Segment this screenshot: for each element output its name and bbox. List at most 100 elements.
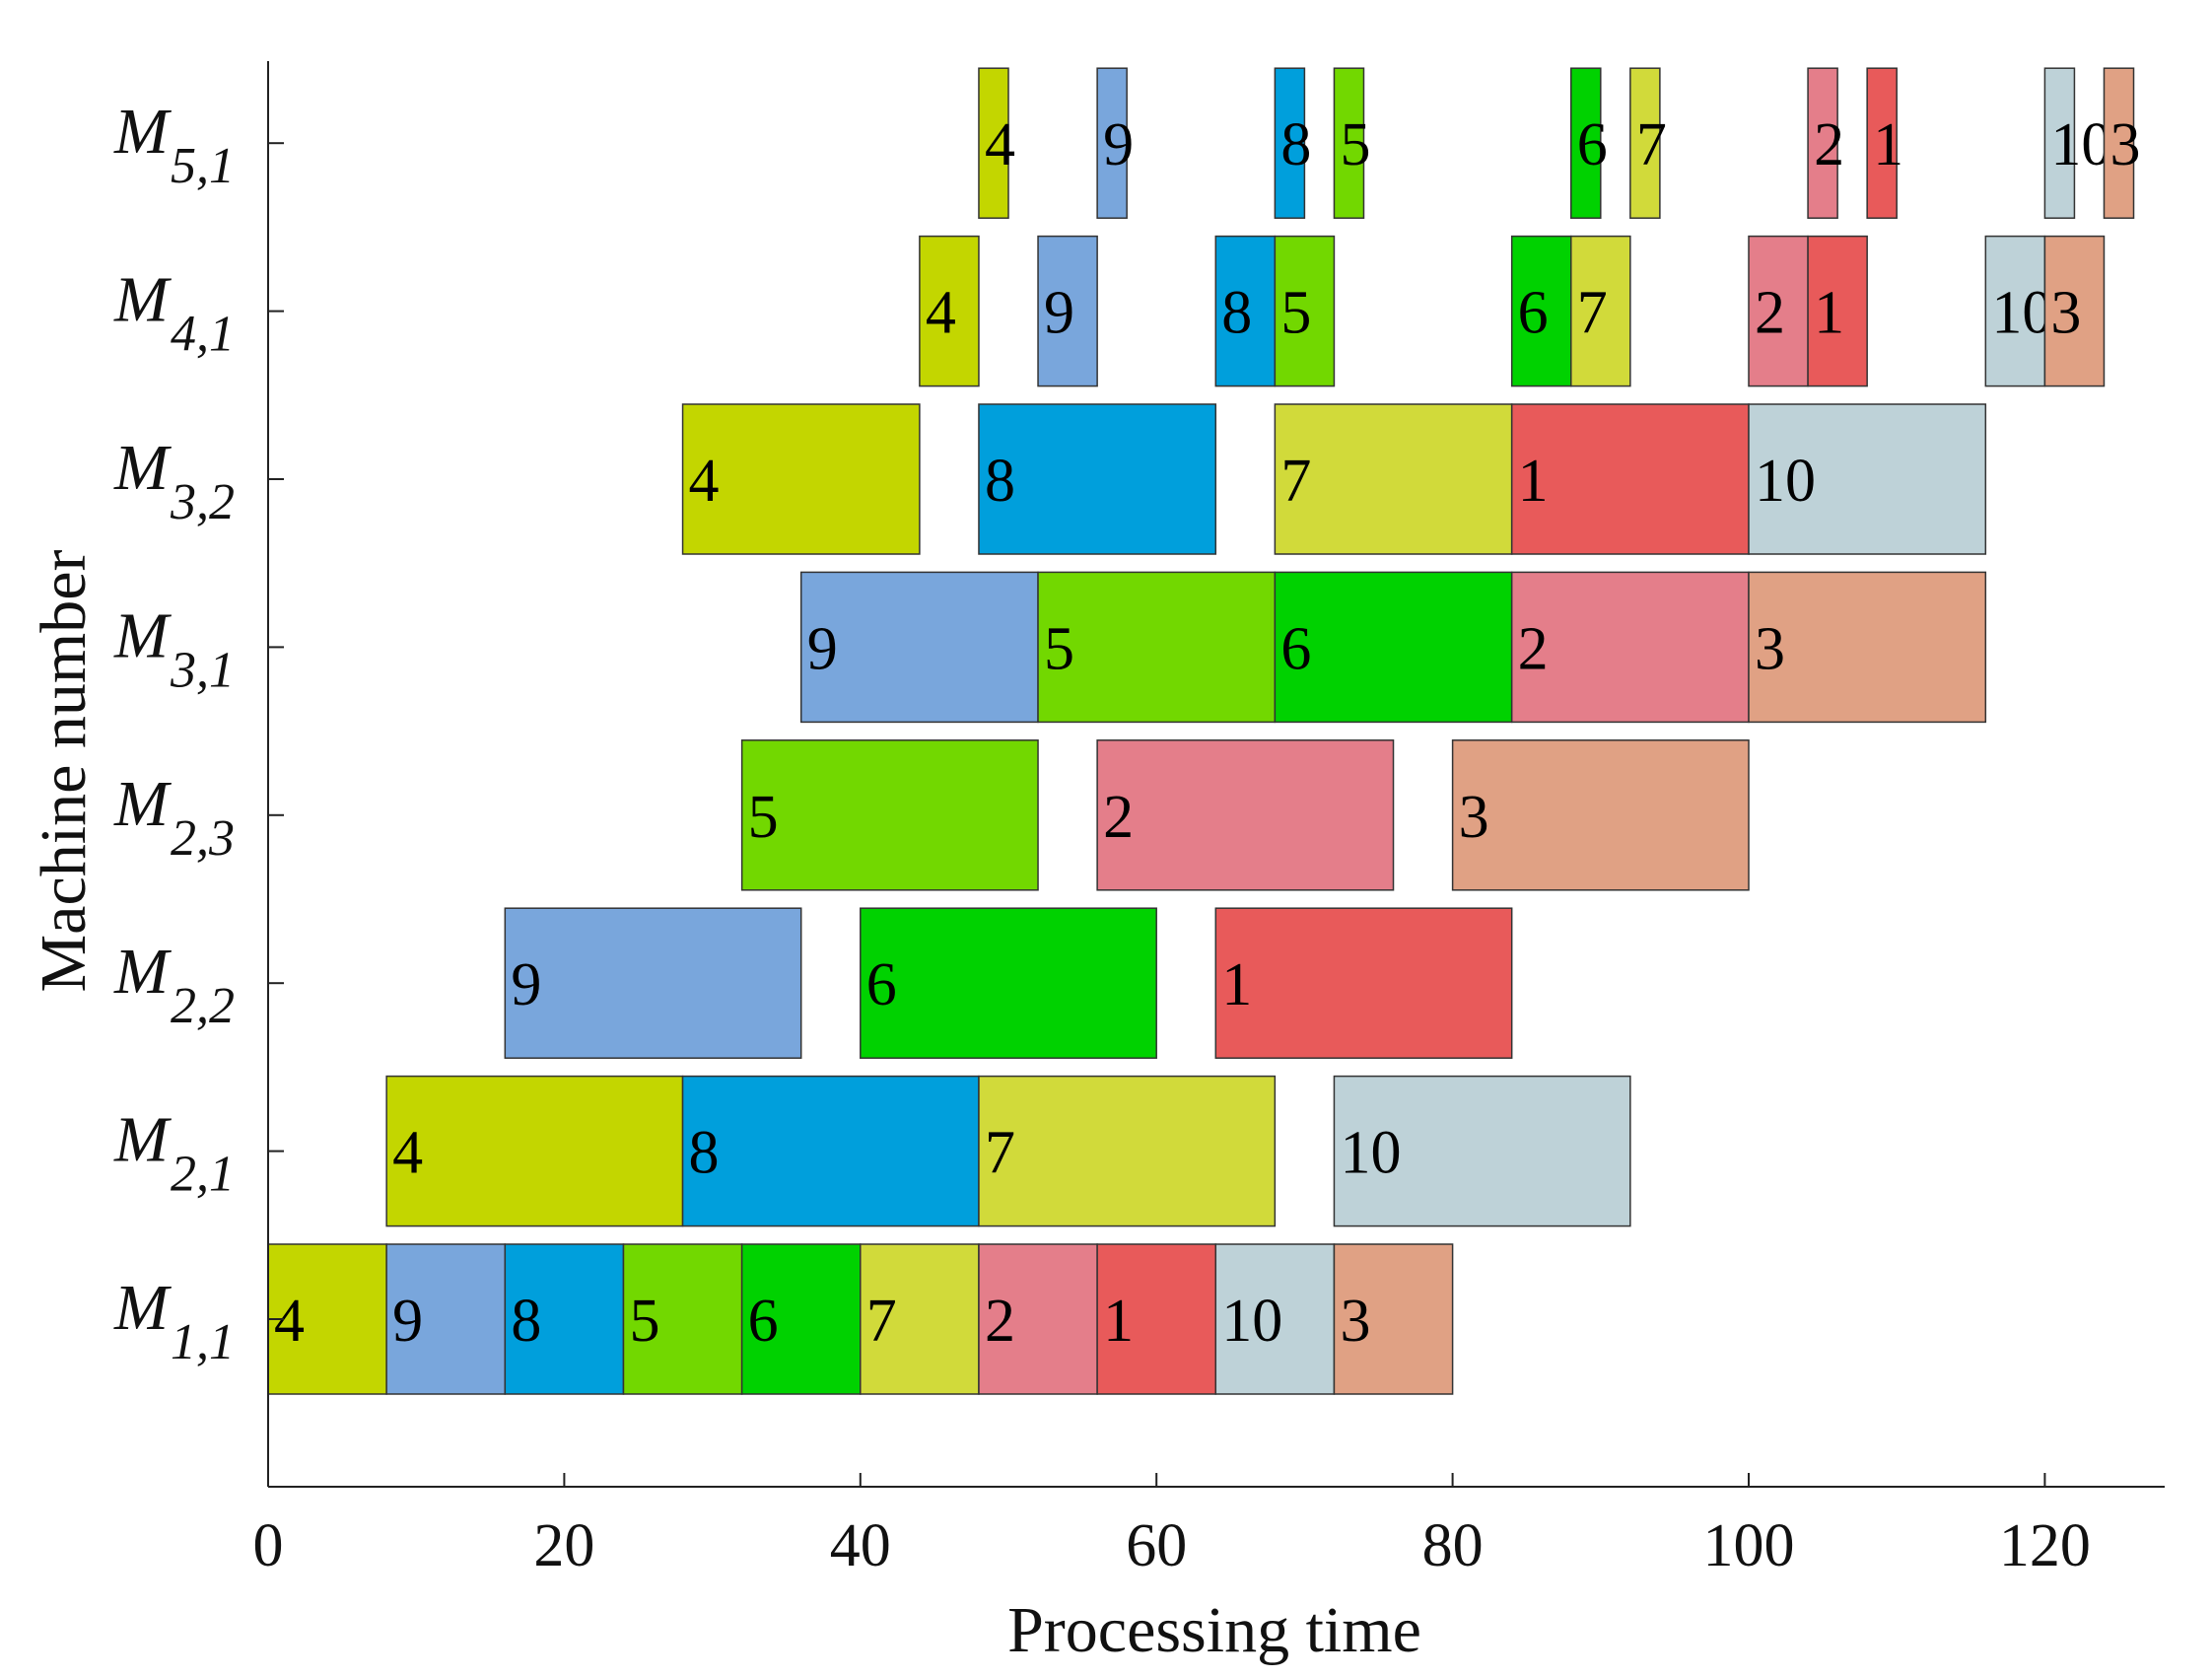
task-bar — [919, 235, 980, 387]
task-bar — [860, 1243, 980, 1395]
task-bar — [1807, 235, 1868, 387]
task-bar — [1037, 235, 1098, 387]
task-label: 2 — [1755, 280, 1785, 347]
task-label: 6 — [1280, 615, 1311, 682]
gantt-task: 7 — [1274, 403, 1513, 555]
task-bar — [740, 739, 1039, 891]
x-tick-label: 0 — [253, 1512, 284, 1579]
task-label: 8 — [1221, 280, 1252, 347]
gantt-task: 5 — [622, 1243, 743, 1395]
task-bar — [1274, 403, 1513, 555]
task-label: 6 — [1518, 280, 1549, 347]
task-label: 5 — [1044, 615, 1074, 682]
gantt-task: 10 — [1214, 1243, 1336, 1395]
task-bar — [1748, 571, 1987, 724]
y-axis-title: Machine number — [28, 549, 100, 992]
task-label: 2 — [1518, 615, 1549, 682]
x-tick-label: 20 — [533, 1512, 594, 1579]
task-label: 3 — [1755, 615, 1785, 682]
task-label: 8 — [511, 1288, 541, 1355]
task-bar — [267, 1243, 387, 1395]
x-tick-label: 120 — [1999, 1512, 2091, 1579]
task-label: 8 — [689, 1120, 720, 1187]
task-bar — [2043, 235, 2106, 387]
task-bar — [1096, 67, 1128, 219]
task-label: 1 — [1221, 951, 1252, 1018]
gantt-task: 3 — [2043, 235, 2106, 387]
gantt-task: 1 — [1214, 907, 1513, 1059]
task-label: 3 — [2050, 280, 2081, 347]
gantt-task: 3 — [1451, 739, 1750, 891]
x-tick-label: 40 — [830, 1512, 891, 1579]
gantt-task: 9 — [799, 571, 1039, 724]
task-label: 1 — [1103, 1288, 1134, 1355]
task-bar — [2103, 67, 2135, 219]
machine-label: M4,1 — [113, 264, 235, 363]
task-label: 4 — [274, 1288, 305, 1355]
gantt-task: 7 — [1629, 67, 1667, 219]
task-label: 10 — [1755, 448, 1816, 515]
gantt-task: 8 — [504, 1243, 625, 1395]
gantt-task: 6 — [1510, 235, 1572, 387]
x-tick-label: 60 — [1126, 1512, 1187, 1579]
machine-label: M2,3 — [113, 768, 235, 867]
gantt-task: 8 — [681, 1075, 980, 1227]
gantt-task: 5 — [740, 739, 1039, 891]
gantt-task: 5 — [1274, 235, 1336, 387]
task-bar — [504, 907, 802, 1059]
task-label: 1 — [1873, 111, 1903, 178]
task-label: 4 — [392, 1120, 423, 1187]
task-bar — [385, 1075, 684, 1227]
task-label: 4 — [689, 448, 720, 515]
task-bar — [1333, 67, 1365, 219]
axes-layer — [267, 61, 2165, 1488]
task-label: 2 — [1814, 111, 1844, 178]
task-bar — [1274, 235, 1336, 387]
task-bar — [1096, 739, 1395, 891]
task-label: 6 — [1577, 111, 1608, 178]
ticks-layer: 0 20 40 60 80 100 120 — [253, 142, 2091, 1579]
gantt-task: 6 — [740, 1243, 862, 1395]
task-bar — [504, 1243, 625, 1395]
task-label: 7 — [1636, 111, 1667, 178]
gantt-task: 4 — [919, 235, 980, 387]
task-label: 1 — [1814, 280, 1844, 347]
x-tick-label: 80 — [1422, 1512, 1484, 1579]
machine-label: M3,1 — [113, 599, 235, 698]
task-label: 10 — [2050, 111, 2111, 178]
task-bar — [1274, 571, 1513, 724]
gantt-task: 4 — [681, 403, 921, 555]
gantt-task: 8 — [978, 403, 1217, 555]
task-label: 5 — [629, 1288, 659, 1355]
gantt-task: 2 — [978, 1243, 1098, 1395]
task-bar — [978, 1075, 1277, 1227]
gantt-task: 9 — [1037, 235, 1098, 387]
task-label: 10 — [1340, 1120, 1401, 1187]
task-label: 7 — [1577, 280, 1608, 347]
task-bar — [978, 1243, 1098, 1395]
task-bar — [385, 1243, 507, 1395]
gantt-task: 4 — [385, 1075, 684, 1227]
task-label: 10 — [1991, 280, 2052, 347]
task-label: 6 — [866, 951, 897, 1018]
gantt-task: 4 — [267, 1243, 387, 1395]
gantt-task: 9 — [504, 907, 802, 1059]
gantt-task: 1 — [1510, 403, 1750, 555]
gantt-task: 2 — [1748, 235, 1809, 387]
task-label: 3 — [2109, 111, 2140, 178]
gantt-task: 1 — [1807, 235, 1868, 387]
x-tick-label: 100 — [1703, 1512, 1795, 1579]
row-labels: M1,1 M2,1 M2,2 M2,3 M3,1 M3,2 M4,1 M5,1 — [113, 96, 235, 1370]
task-bar — [1214, 907, 1513, 1059]
gantt-task: 8 — [1274, 67, 1311, 219]
task-bar — [622, 1243, 743, 1395]
gantt-task: 7 — [978, 1075, 1277, 1227]
task-bar — [1096, 1243, 1217, 1395]
gantt-task: 1 — [1866, 67, 1903, 219]
task-label: 9 — [392, 1288, 423, 1355]
machine-label: M1,1 — [113, 1272, 235, 1370]
task-bar — [1037, 571, 1277, 724]
task-label: 2 — [1103, 784, 1134, 851]
task-bar — [681, 1075, 980, 1227]
gantt-task: 9 — [385, 1243, 507, 1395]
